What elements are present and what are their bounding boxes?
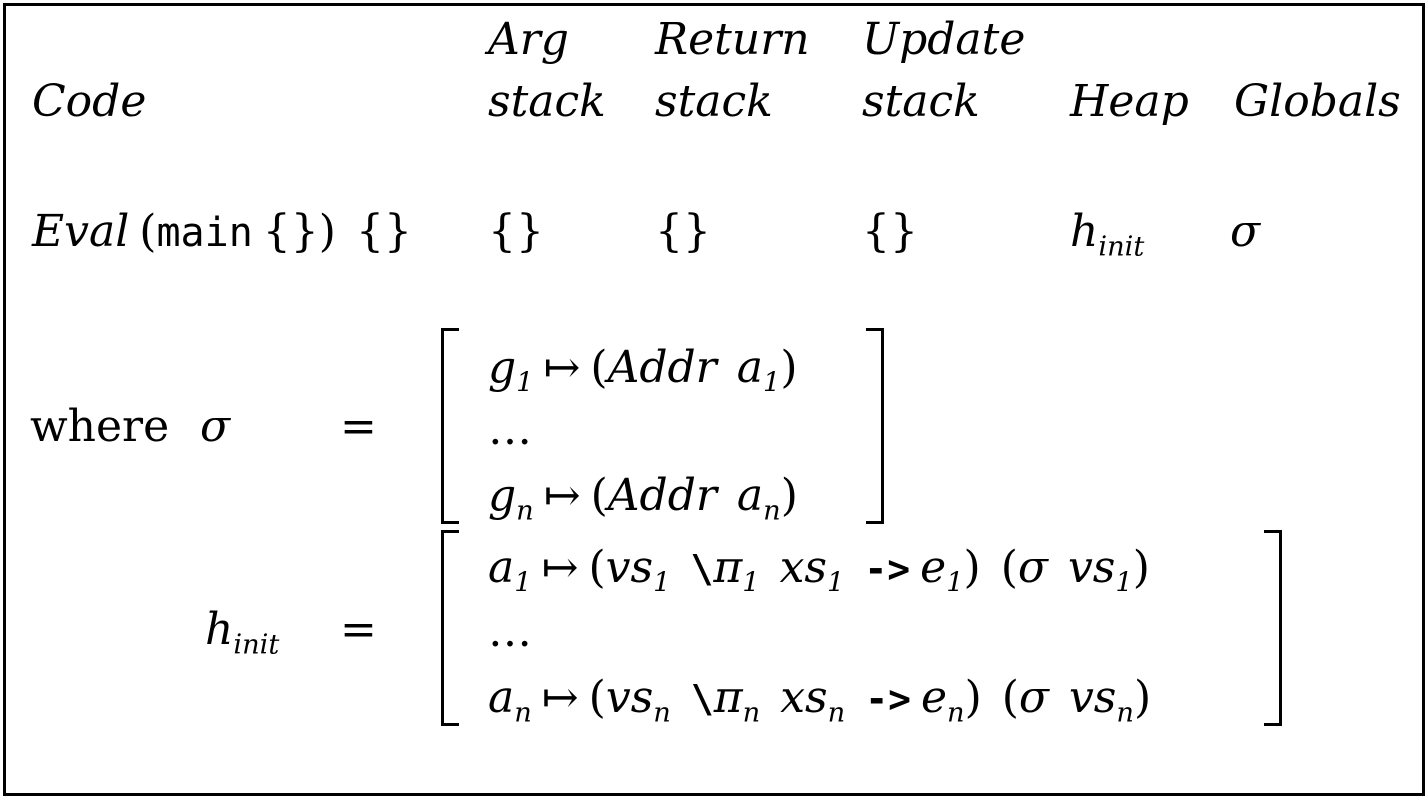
sigma-left-bracket (441, 328, 459, 524)
heap-row-n: an ↦ (vsn \πn xsn -> en) (σ vsn) (488, 672, 1152, 729)
open-paren: ( (139, 206, 157, 257)
initial-globals: σ (1230, 206, 1261, 257)
header-return-top: Return (655, 14, 810, 65)
h-init-symbol: hinit (205, 604, 280, 661)
header-globals: Globals (1234, 76, 1401, 127)
close-paren: ) (318, 206, 336, 257)
header-arg-bottom: stack (488, 76, 606, 127)
header-arg-top: Arg (488, 14, 569, 65)
initial-arg-stack: {} (488, 206, 544, 257)
sigma-right-bracket (866, 328, 884, 524)
sigma-row-n: gn ↦ (Addr an) (488, 470, 798, 527)
sigma-symbol: σ (200, 401, 231, 452)
heap-left-bracket (441, 530, 459, 726)
initial-return-stack: {} (655, 206, 711, 257)
where-keyword: where (30, 401, 170, 452)
empty-env: {} (262, 206, 319, 257)
main-identifier: main (156, 210, 253, 256)
figure-frame (3, 3, 1425, 796)
sigma-row-dots: … (488, 404, 532, 455)
initial-heap: hinit (1070, 206, 1145, 263)
header-heap: Heap (1070, 76, 1189, 127)
code-env: {} (355, 206, 412, 257)
initial-update-stack: {} (862, 206, 918, 257)
header-update-bottom: stack (862, 76, 980, 127)
eval-keyword: Eval (32, 206, 130, 257)
heap-right-bracket (1264, 530, 1282, 726)
heap-row-dots: … (488, 606, 532, 657)
initial-code: Eval (main{}){} (32, 210, 412, 254)
header-code: Code (32, 76, 147, 127)
header-return-bottom: stack (655, 76, 773, 127)
heap-row-1: a1 ↦ (vs1 \π1 xs1 -> e1) (σ vs1) (488, 542, 1150, 599)
header-update-top: Update (862, 14, 1026, 65)
sigma-row-1: g1 ↦ (Addr a1) (488, 342, 798, 399)
sigma-equals: = (340, 401, 377, 452)
h-init-equals: = (340, 604, 377, 655)
